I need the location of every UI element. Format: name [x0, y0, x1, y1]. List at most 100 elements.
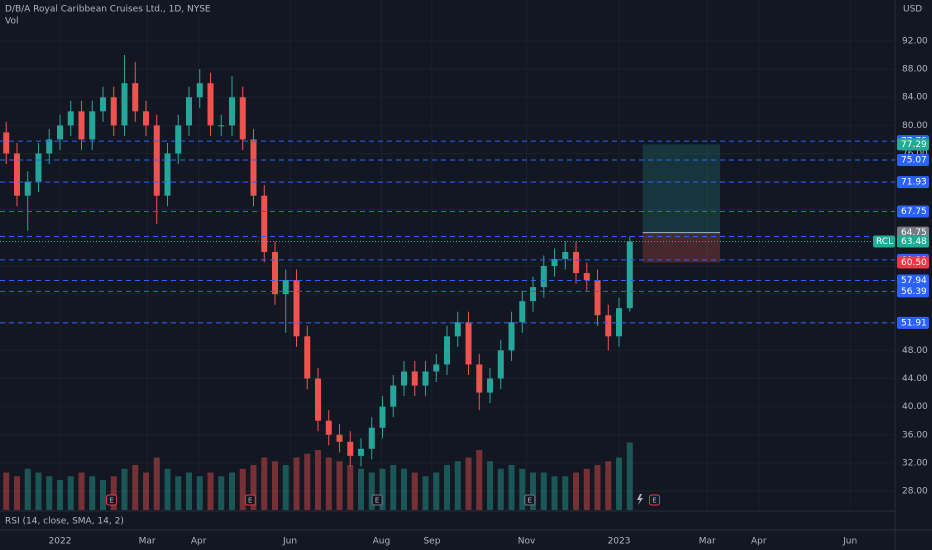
- volume-bar: [175, 476, 182, 510]
- level-tag: [897, 274, 929, 287]
- candle-body: [368, 427, 375, 449]
- candle-body: [336, 434, 343, 442]
- stop-tag: [897, 256, 929, 269]
- y-tick-label: 92.00: [902, 36, 928, 46]
- event-marker: [649, 494, 661, 506]
- candle-body: [626, 241, 633, 309]
- candle-body: [476, 364, 483, 393]
- volume-bar: [315, 450, 322, 510]
- candle-body: [411, 371, 418, 386]
- volume-bar: [497, 468, 504, 510]
- volume-bar: [465, 457, 472, 510]
- level-label: 71.93: [901, 178, 927, 188]
- volume-bar: [13, 476, 20, 510]
- candle-body: [56, 125, 63, 140]
- event-label: E: [109, 497, 113, 505]
- volume-bar: [605, 461, 612, 510]
- volume-bar: [35, 472, 42, 510]
- candle-body: [35, 153, 42, 182]
- event-marker: [106, 494, 118, 506]
- stop-label: 60.50: [901, 258, 927, 268]
- y-tick-label: 84.00: [902, 93, 928, 103]
- volume-bar: [185, 472, 192, 510]
- target-zone: [642, 144, 721, 233]
- volume-bar: [272, 461, 279, 510]
- level-tag: [897, 205, 929, 218]
- candle-body: [616, 308, 623, 337]
- last-price-tag: [897, 235, 929, 248]
- volume-bar: [390, 465, 397, 510]
- volume-bar: [99, 480, 106, 510]
- x-tick-label: Mar: [139, 537, 156, 547]
- candle-body: [433, 364, 440, 372]
- level-label: 57.94: [901, 276, 927, 286]
- candle-body: [175, 125, 182, 154]
- volume-bar: [444, 465, 451, 510]
- candle-body: [13, 153, 20, 196]
- event-marker: [371, 494, 383, 506]
- candle-body: [497, 350, 504, 379]
- x-tick-label: Jun: [282, 537, 297, 547]
- volume-bar: [476, 450, 483, 510]
- volume-bar: [261, 457, 268, 510]
- volume-bar: [551, 476, 558, 510]
- indicator-label: RSI (14, close, SMA, 14, 2): [5, 517, 124, 527]
- volume-bar: [142, 472, 149, 510]
- candle-body: [229, 97, 236, 126]
- y-tick-label: 80.00: [902, 121, 928, 131]
- y-tick-label: 48.00: [902, 346, 928, 356]
- volume-bar: [530, 472, 537, 510]
- event-label: E: [248, 497, 252, 505]
- x-tick-label: Jun: [842, 537, 857, 547]
- candle-body: [142, 111, 149, 126]
- candle-body: [315, 378, 322, 421]
- candle-body: [24, 181, 31, 196]
- volume-bar: [487, 461, 494, 510]
- volume-bar: [454, 461, 461, 510]
- volume-bar: [508, 465, 515, 510]
- plot: [0, 55, 895, 510]
- candle-body: [196, 83, 203, 98]
- candle-body: [487, 378, 494, 393]
- candle-body: [282, 280, 289, 295]
- candle-body: [261, 195, 268, 252]
- x-tick-label: Sep: [423, 537, 440, 547]
- volume-bar: [347, 465, 354, 510]
- candle-body: [121, 83, 128, 126]
- volume-bar: [282, 465, 289, 510]
- candle-body: [207, 83, 214, 126]
- volume-bar: [358, 468, 365, 510]
- candle-body: [594, 280, 601, 316]
- candle-body: [272, 251, 279, 295]
- volume-bar: [616, 457, 623, 510]
- candle-body: [508, 322, 515, 351]
- last-price-label: 63.48: [901, 237, 927, 247]
- chart-title: D/B/A Royal Caribbean Cruises Ltd., 1D, …: [5, 5, 211, 15]
- volume-bar: [583, 468, 590, 510]
- candle-body: [379, 406, 386, 428]
- level-label: 51.91: [901, 318, 927, 328]
- volume-bar: [379, 468, 386, 510]
- event-label: E: [375, 497, 379, 505]
- candle-body: [250, 139, 257, 196]
- volume-bar: [562, 476, 569, 510]
- volume-bar: [67, 476, 74, 510]
- y-tick-label: 40.00: [902, 402, 928, 412]
- candle-body: [454, 322, 461, 337]
- level-tag: [897, 154, 929, 167]
- candle-body: [110, 97, 117, 126]
- volume-bar: [110, 476, 117, 510]
- candle-body: [519, 301, 526, 323]
- stop-zone: [642, 232, 721, 263]
- candle-body: [304, 336, 311, 379]
- volume-bar: [3, 472, 10, 510]
- volume-bar: [336, 461, 343, 510]
- candle-body: [444, 336, 451, 365]
- volume-bar: [368, 472, 375, 510]
- candle-body: [46, 139, 53, 154]
- level-label: 75.07: [901, 156, 927, 166]
- currency-label: USD: [903, 5, 922, 15]
- candle-body: [89, 111, 96, 140]
